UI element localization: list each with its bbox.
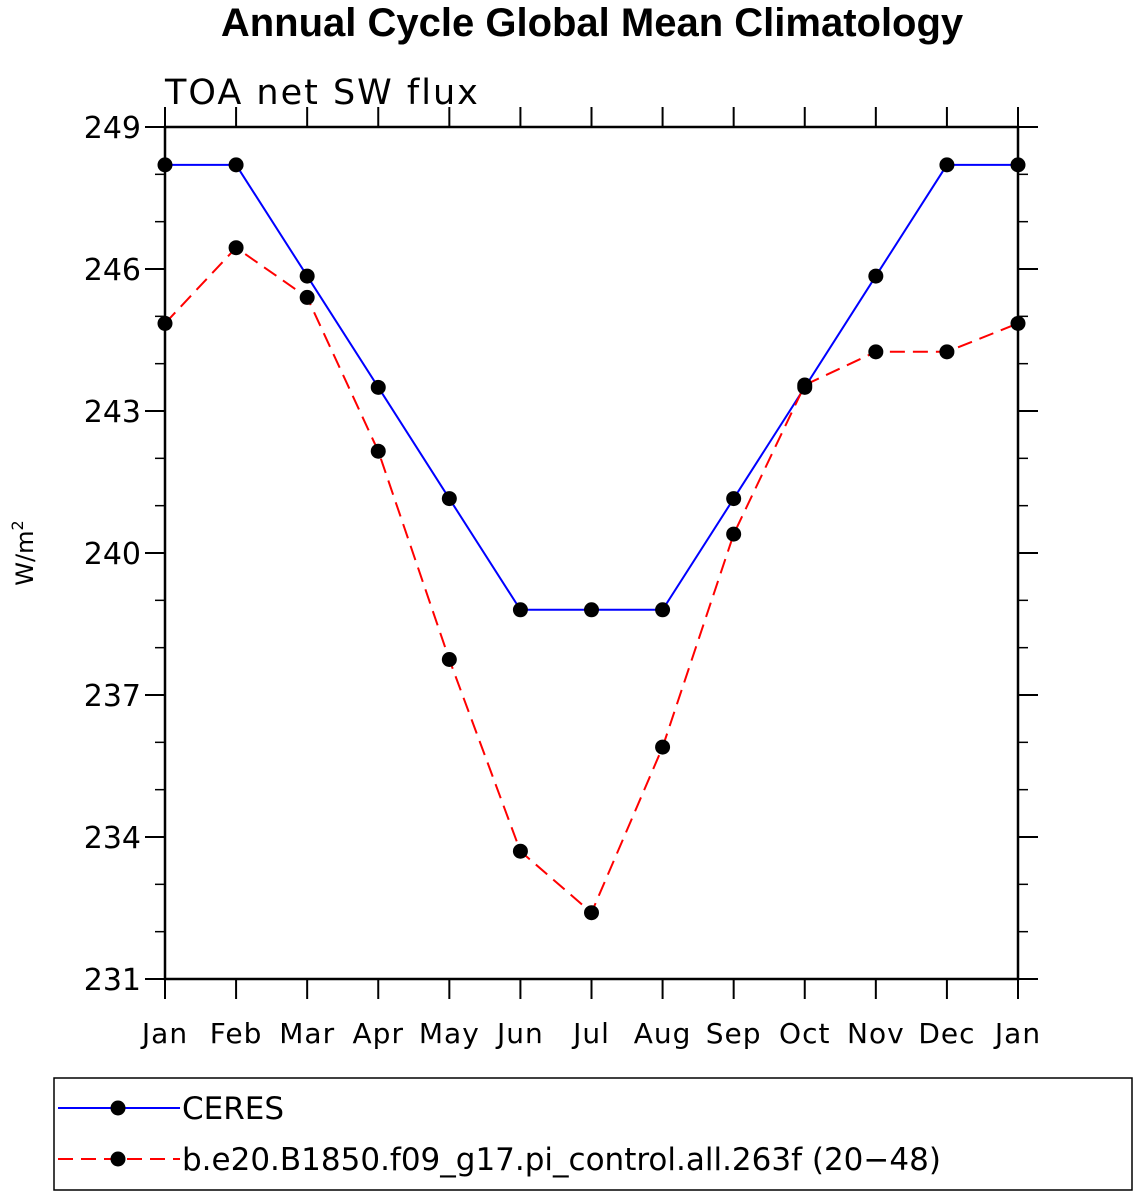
y-tick-label: 240: [84, 537, 141, 572]
y-tick-label: 243: [84, 395, 141, 430]
x-tick-label: Jan: [993, 1017, 1041, 1050]
x-tick-label: Feb: [210, 1017, 263, 1050]
legend: CERES b.e20.B1850.f09_g17.pi_control.all.…: [53, 1077, 1133, 1191]
x-tick-label: Dec: [918, 1017, 975, 1050]
data-point-series-1: [512, 602, 528, 618]
x-tick-label: Apr: [353, 1017, 404, 1050]
data-point-series-2: [299, 289, 315, 305]
data-point-series-2: [584, 905, 599, 921]
data-point-series-1: [441, 491, 457, 507]
data-point-series-1: [939, 157, 955, 173]
x-tick-label: Mar: [279, 1017, 335, 1050]
data-point-series-1: [228, 157, 244, 173]
data-point-series-2: [726, 526, 742, 542]
y-tick-label: 234: [84, 821, 141, 856]
data-point-series-1: [655, 602, 671, 618]
x-tick-label: Oct: [779, 1017, 830, 1050]
data-point-series-2: [512, 843, 528, 859]
chart-subtitle: TOA net SW flux: [164, 73, 480, 113]
x-tick-label: Jun: [495, 1017, 544, 1050]
y-tick-label: 246: [84, 253, 141, 288]
series-line-2: [164, 246, 1019, 915]
data-point-series-1: [726, 491, 742, 507]
x-tick-label: Jul: [571, 1017, 610, 1050]
data-point-series-2: [441, 652, 457, 667]
x-tick-label: Aug: [634, 1017, 692, 1050]
data-point-series-2: [797, 377, 813, 393]
data-point-series-2: [228, 240, 244, 256]
legend-items: CERES b.e20.B1850.f09_g17.pi_control.all.…: [58, 1091, 941, 1178]
x-tick-label: Nov: [847, 1017, 905, 1050]
data-point-series-1: [370, 379, 386, 395]
legend-label-1: CERES: [182, 1091, 284, 1127]
y-tick-label: 237: [84, 679, 141, 714]
x-axis-ticks: Jan Feb Mar Apr May Jun Jul Aug Sep Oct Nov Dec Jan: [140, 107, 1041, 1050]
legend-box: [53, 1077, 1133, 1191]
y-axis-label: W/m2: [8, 520, 39, 585]
series-lines: [164, 163, 1019, 915]
data-point-series-2: [370, 443, 386, 459]
x-tick-label: Jan: [140, 1017, 188, 1050]
y-axis-ticks: 249 246 243 240 237 234 231: [84, 111, 1038, 998]
data-point-series-1: [584, 602, 599, 618]
data-point-series-2: [939, 344, 955, 360]
data-point-series-1: [157, 157, 173, 173]
data-point-series-1: [299, 268, 315, 284]
data-point-series-2: [1010, 315, 1026, 331]
x-tick-label: May: [419, 1017, 480, 1050]
series-line-1: [165, 163, 1018, 611]
y-axis-label-superscript: 2: [8, 520, 27, 530]
chart-title: Annual Cycle Global Mean Climatology: [221, 1, 964, 45]
x-tick-label: Sep: [706, 1017, 762, 1050]
data-point-series-2: [655, 739, 671, 755]
y-tick-label: 249: [84, 111, 141, 146]
legend-label-2: b.e20.B1850.f09_g17.pi_control.all.263f …: [182, 1142, 941, 1178]
data-point-series-2: [157, 315, 173, 331]
series-markers: [157, 157, 1026, 921]
y-tick-label: 231: [84, 963, 141, 998]
legend-marker-2: [110, 1151, 126, 1167]
data-point-series-1: [1010, 157, 1026, 173]
data-point-series-1: [868, 268, 884, 284]
legend-marker-1: [110, 1100, 126, 1116]
data-point-series-2: [868, 344, 884, 360]
